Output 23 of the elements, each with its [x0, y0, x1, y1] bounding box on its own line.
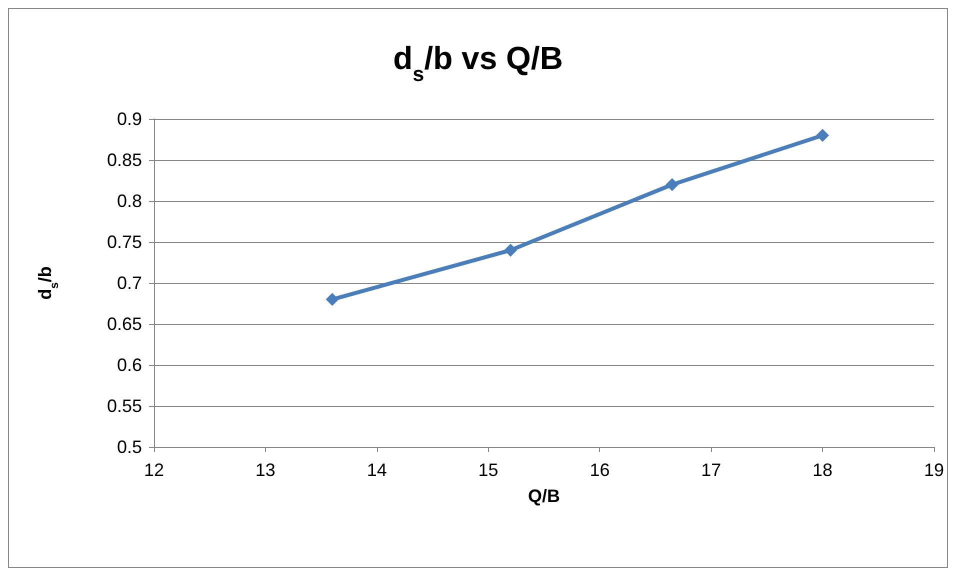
y-tick-label: 0.55: [106, 396, 142, 416]
y-tick-label: 0.65: [106, 314, 142, 334]
y-tick-label: 0.75: [106, 232, 142, 252]
x-tick-label: 13: [255, 460, 276, 480]
point: [816, 128, 830, 142]
y-tick-label: 0.7: [116, 273, 142, 293]
x-tick-label: 17: [701, 460, 722, 480]
x-tick-label: 15: [478, 460, 498, 480]
y-tick-label: 0.85: [106, 150, 142, 170]
y-tick-label: 0.8: [116, 191, 142, 211]
x-tick-label: 16: [590, 460, 610, 480]
point: [504, 244, 518, 257]
x-axis-title: Q/B: [528, 486, 560, 506]
x-tick-label: 18: [812, 460, 833, 480]
point: [326, 292, 339, 306]
y-tick-label: 0.9: [116, 109, 142, 129]
y-tick-label: 0.5: [116, 437, 142, 457]
y-axis-title: ds/b: [35, 266, 61, 300]
x-tick-label: 12: [144, 460, 164, 480]
x-tick-label: 14: [366, 460, 387, 480]
y-tick-label: 0.6: [116, 355, 142, 375]
x-tick-label: 19: [924, 460, 944, 480]
point: [666, 178, 679, 192]
